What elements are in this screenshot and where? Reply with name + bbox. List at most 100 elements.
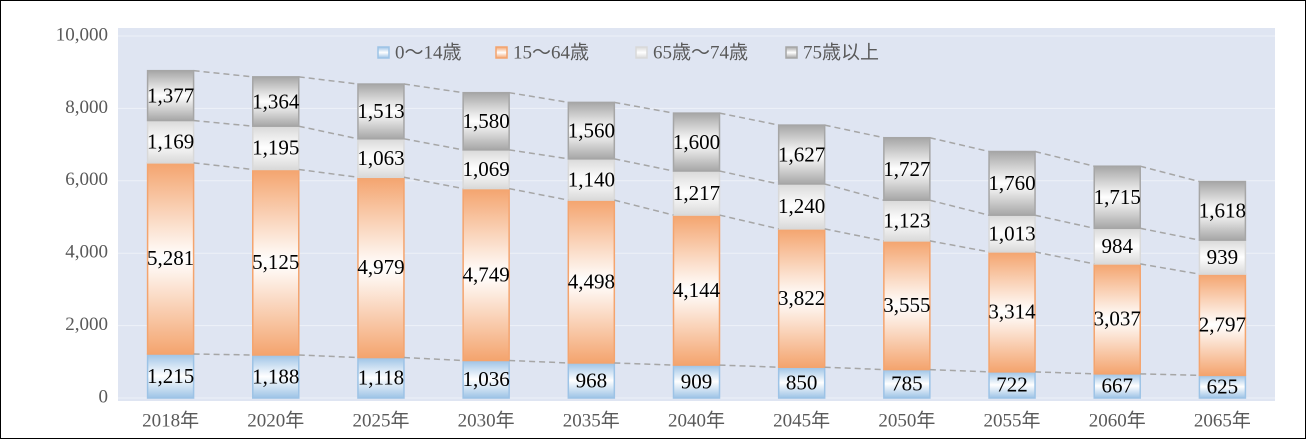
data-label: 1,063: [357, 146, 404, 170]
series-line: [614, 158, 674, 172]
data-label: 5,125: [252, 250, 299, 274]
bar-segment: [777, 124, 826, 185]
data-label: 1,580: [463, 109, 510, 133]
bar-segment: [988, 251, 1036, 373]
data-label: 1,760: [988, 171, 1035, 195]
data-label: 1,727: [883, 157, 930, 181]
data-label: 850: [786, 370, 818, 394]
data-label: 1,188: [252, 364, 299, 388]
series-line: [1034, 214, 1095, 230]
bar-segment: [146, 119, 195, 164]
data-label: 909: [681, 369, 713, 393]
series-line: [1140, 227, 1200, 241]
data-label: 939: [1207, 245, 1239, 269]
series-line: [298, 125, 359, 140]
data-label: 1,240: [778, 194, 825, 218]
bar-segment: [883, 240, 931, 371]
series-line: [719, 170, 779, 185]
data-label: 5,281: [147, 246, 194, 270]
data-label: 3,555: [883, 293, 930, 317]
data-label: 984: [1101, 234, 1133, 258]
y-tick-label: 2,000: [65, 314, 108, 335]
data-label: 1,123: [883, 208, 930, 232]
y-tick-label: 8,000: [65, 97, 108, 118]
data-label: 1,560: [568, 118, 615, 142]
bar-segment: [357, 138, 405, 179]
data-label: 1,364: [252, 89, 300, 113]
data-label: 1,217: [673, 181, 720, 205]
data-label: 1,618: [1199, 199, 1246, 223]
y-tick-label: 4,000: [65, 242, 108, 263]
data-label: 1,627: [778, 142, 825, 166]
data-label: 4,498: [568, 269, 615, 293]
bar-segment: [672, 112, 721, 172]
bar-segment: [146, 353, 195, 399]
bar-segment: [1093, 165, 1141, 230]
bar-segment: [567, 362, 616, 399]
legend-swatch: [495, 46, 508, 59]
x-tick-label: 2055年: [984, 409, 1041, 431]
bar-segment: [672, 170, 721, 216]
data-label: 1,715: [1094, 185, 1141, 209]
data-label: 785: [891, 372, 923, 396]
data-label: 1,215: [147, 364, 194, 388]
series-line: [824, 228, 885, 242]
data-label: 1,195: [252, 136, 299, 160]
bar-segment: [252, 354, 300, 399]
bar-segment: [567, 101, 616, 160]
bar-segment: [1198, 239, 1247, 275]
x-tick-label: 2020年: [247, 409, 304, 431]
x-tick-label: 2050年: [878, 409, 935, 431]
data-label: 1,140: [568, 167, 615, 191]
series-line: [824, 183, 885, 201]
series-line: [508, 187, 569, 201]
legend-swatch: [785, 46, 798, 59]
series-line: [929, 240, 990, 253]
bar-segment: [1093, 227, 1141, 265]
series-line: [403, 176, 464, 190]
legend-label: 75歳以上: [803, 41, 879, 63]
bar-segment: [777, 228, 826, 368]
data-label: 1,600: [673, 130, 720, 154]
series-line: [614, 199, 674, 216]
data-label: 1,069: [463, 157, 510, 181]
bar-segment: [672, 214, 721, 366]
data-label: 1,513: [357, 99, 404, 123]
series-line: [614, 101, 674, 114]
bar-segment: [252, 76, 300, 127]
data-label: 1,118: [358, 366, 404, 390]
data-label: 4,749: [463, 262, 510, 286]
series-line: [403, 138, 464, 151]
x-tick-label: 2018年: [142, 409, 199, 431]
series-line: [719, 112, 779, 126]
bar-segment: [357, 356, 405, 399]
bar-segment: [672, 364, 721, 399]
data-label: 1,036: [463, 367, 510, 391]
bar-segment: [462, 91, 510, 151]
bar-segment: [462, 359, 510, 399]
data-label: 625: [1207, 375, 1239, 399]
data-label: 1,169: [147, 129, 194, 153]
legend-swatch: [377, 46, 390, 59]
data-label: 2,797: [1199, 313, 1246, 337]
series-line: [1140, 263, 1200, 275]
y-tick-label: 6,000: [65, 169, 108, 190]
series-line: [719, 214, 779, 230]
bar-segment: [252, 125, 300, 171]
bar-segment: [567, 199, 616, 364]
data-label: 3,822: [778, 286, 825, 310]
x-tick-label: 2060年: [1089, 409, 1146, 431]
bar-segment: [1198, 180, 1247, 241]
x-tick-label: 2040年: [668, 409, 725, 431]
series-line: [1034, 150, 1095, 167]
x-tick-label: 2025年: [352, 409, 409, 431]
bar-segment: [462, 187, 510, 362]
x-tick-label: 2065年: [1194, 409, 1251, 431]
bar-segment: [146, 69, 195, 122]
x-tick-label: 2045年: [773, 409, 830, 431]
legend-label: 15～64歳: [513, 41, 589, 63]
data-label: 1,013: [988, 221, 1035, 245]
data-label: 4,979: [357, 255, 404, 279]
data-label: 667: [1101, 374, 1133, 398]
